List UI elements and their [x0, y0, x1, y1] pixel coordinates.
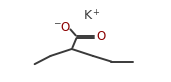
Text: O: O: [61, 21, 70, 34]
Text: O: O: [96, 30, 106, 43]
Text: −: −: [53, 19, 60, 28]
Text: K: K: [84, 9, 92, 22]
Text: +: +: [92, 8, 99, 17]
